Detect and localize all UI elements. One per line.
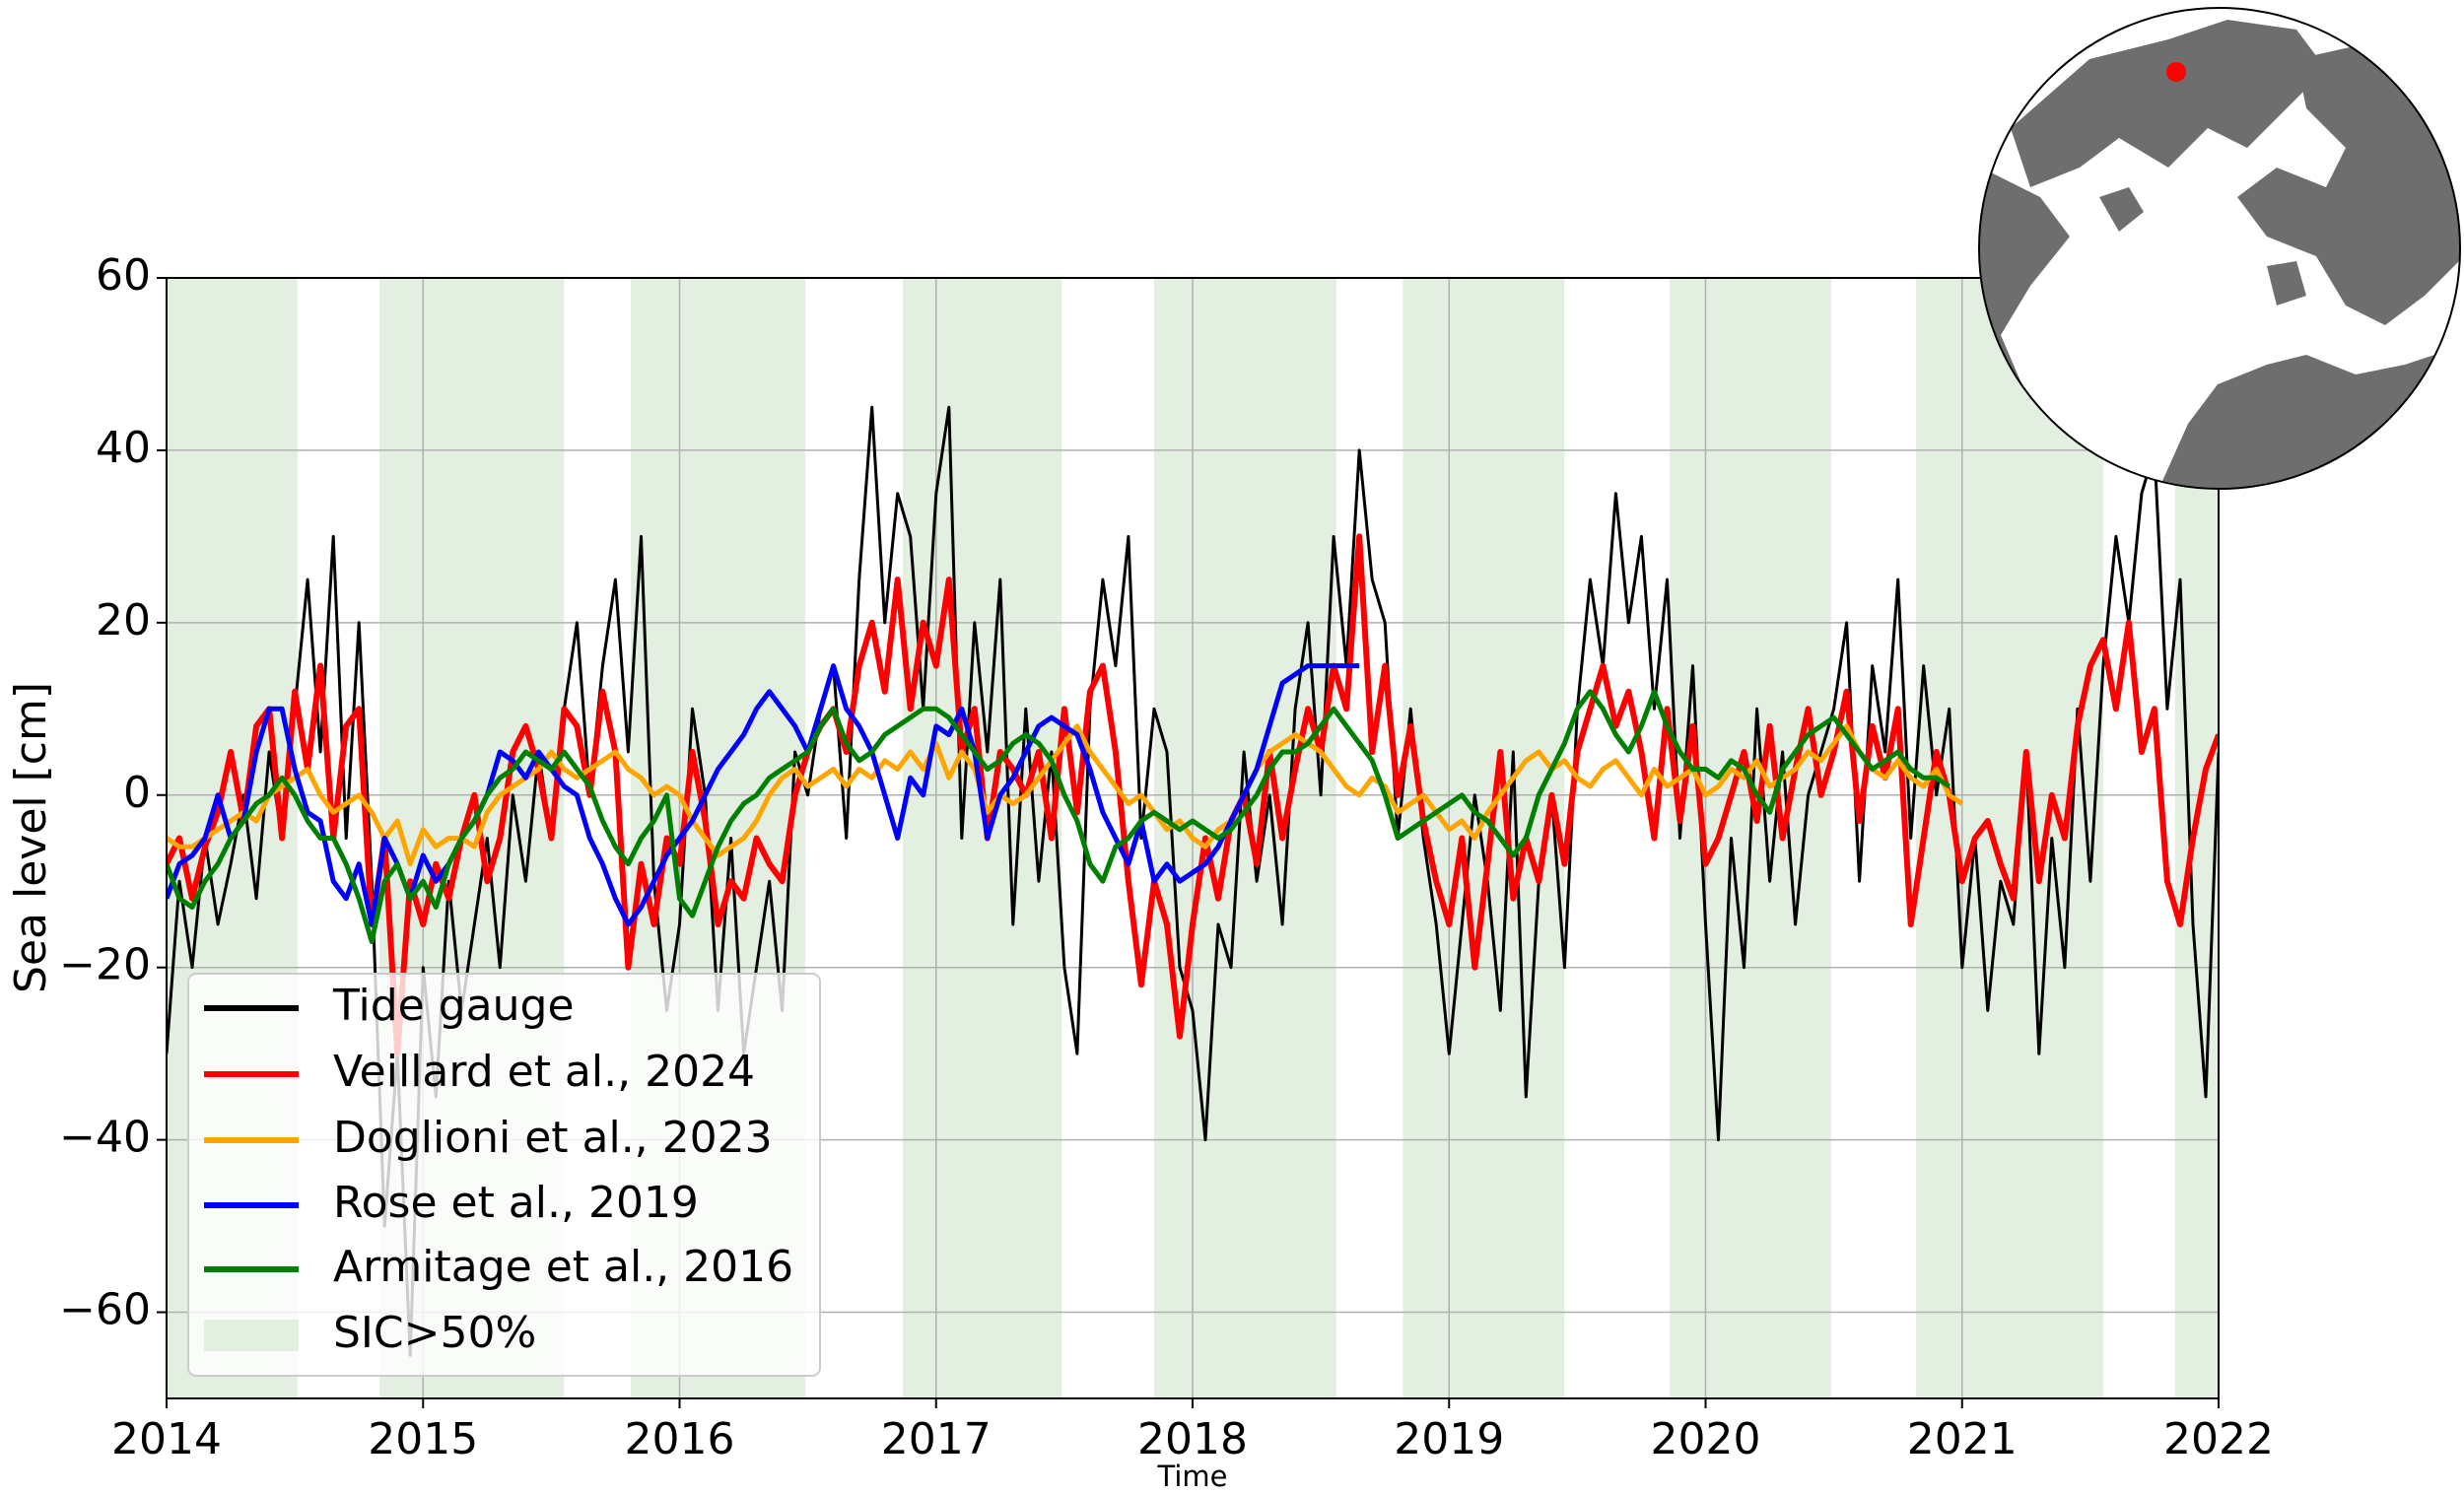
x-tick-label: 2018 — [1137, 1414, 1248, 1464]
ticks-layer: −60 −40 −20 0 20 40 60 2014 2015 2016 2017 2018 2019… — [59, 250, 2274, 1464]
y-tick-label: 40 — [96, 423, 151, 473]
legend-label: Veillard et al., 2024 — [333, 1047, 755, 1097]
series-line — [167, 533, 2219, 1057]
sic-span — [1915, 278, 2103, 1398]
legend-label: Armitage et al., 2016 — [333, 1242, 793, 1292]
lines-layer — [167, 405, 2219, 1357]
y-axis-label: Sea level [cm] — [6, 682, 56, 993]
legend-box — [187, 973, 821, 1377]
y-tick-label: 0 — [123, 768, 151, 818]
x-tick-label: 2016 — [625, 1414, 735, 1464]
shading-layer — [167, 278, 2219, 1398]
y-tick-label: 60 — [96, 250, 151, 301]
x-axis-label: Time — [1157, 1460, 1228, 1493]
x-tick-label: 2022 — [2163, 1414, 2274, 1464]
series-line — [167, 723, 1964, 867]
x-tick-label: 2015 — [368, 1414, 478, 1464]
x-tick-label: 2021 — [1907, 1414, 2018, 1464]
x-tick-label: 2017 — [881, 1414, 992, 1464]
series-line — [167, 405, 2219, 1357]
y-tick-label: −20 — [59, 940, 151, 990]
y-tick-label: −60 — [59, 1285, 151, 1335]
globe-outline — [1978, 7, 2461, 490]
legend: Tide gauge Veillard et al., 2024 Doglioni … — [187, 973, 821, 1377]
x-tick-label: 2020 — [1651, 1414, 1761, 1464]
x-tick-label: 2019 — [1394, 1414, 1504, 1464]
legend-swatch — [204, 1320, 299, 1351]
series-line — [167, 663, 1360, 927]
globe-inset — [1978, 7, 2461, 490]
legend-label: Rose et al., 2019 — [333, 1178, 699, 1228]
station-marker — [2166, 62, 2186, 82]
legend-label: SIC>50% — [333, 1308, 536, 1358]
legend-label: Tide gauge — [332, 981, 575, 1031]
legend-label: Doglioni et al., 2023 — [333, 1113, 773, 1163]
sic-span — [902, 278, 1062, 1398]
y-tick-label: 20 — [96, 595, 151, 646]
sic-span — [1153, 278, 1336, 1398]
y-tick-label: −40 — [59, 1113, 151, 1163]
x-tick-label: 2014 — [111, 1414, 222, 1464]
series-line — [167, 689, 1951, 944]
